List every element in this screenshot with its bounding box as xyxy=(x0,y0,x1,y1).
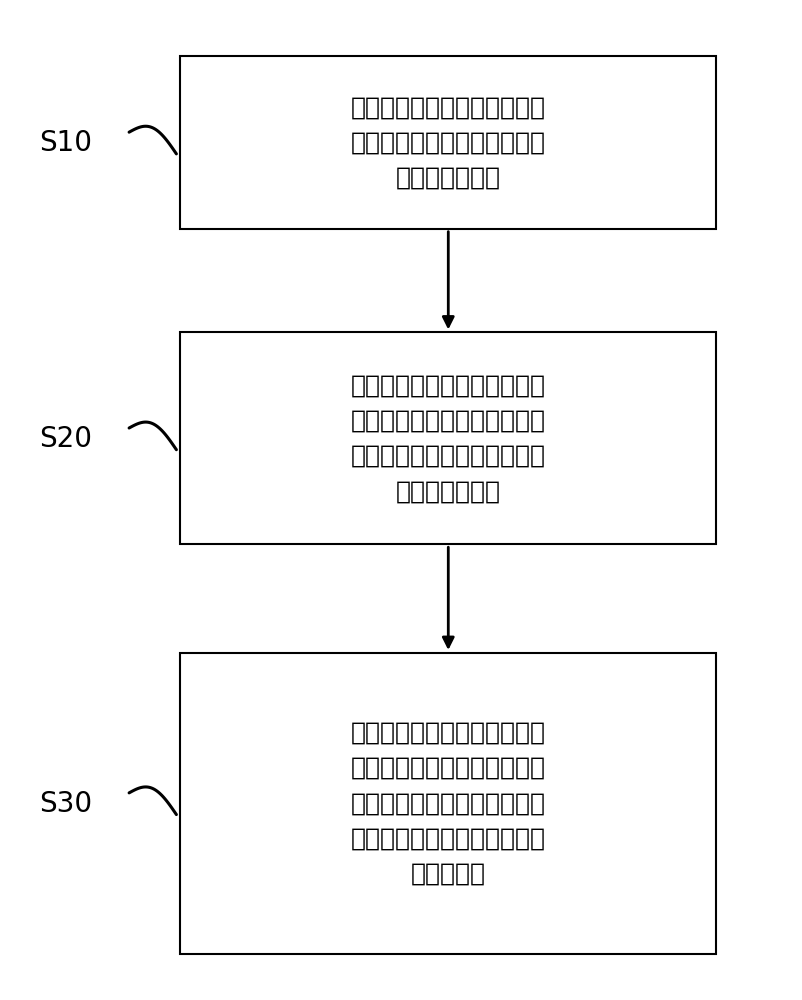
Text: S30: S30 xyxy=(39,790,92,818)
Text: 根据当前工作参数确定水泵的
当前流速，并根据水泵的当前
驱动参数和当前流速确定水泵
的当前曲线坐标: 根据当前工作参数确定水泵的 当前流速，并根据水泵的当前 驱动参数和当前流速确定水… xyxy=(350,373,546,503)
FancyBboxPatch shape xyxy=(180,653,716,954)
Text: S20: S20 xyxy=(39,425,92,453)
FancyBboxPatch shape xyxy=(180,56,716,229)
FancyBboxPatch shape xyxy=(180,332,716,544)
Text: 获取即热饮水机中水泵的当前
驱动参数，并获取即热饮水机
的当前工作参数: 获取即热饮水机中水泵的当前 驱动参数，并获取即热饮水机 的当前工作参数 xyxy=(350,95,546,190)
Text: S10: S10 xyxy=(39,129,92,157)
Text: 根据当前曲线坐标对即热饮水
机中存储的出水曲线的至少部
分线段对应的函数系数进行修
正，以校正即热饮水机中存储
的出水曲线: 根据当前曲线坐标对即热饮水 机中存储的出水曲线的至少部 分线段对应的函数系数进行… xyxy=(350,720,546,886)
